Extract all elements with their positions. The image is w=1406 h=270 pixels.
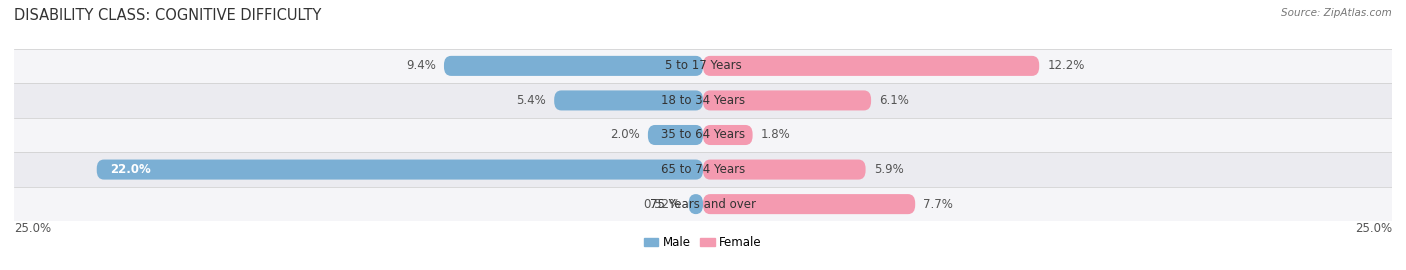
Text: 5.9%: 5.9% xyxy=(875,163,904,176)
Text: 65 to 74 Years: 65 to 74 Years xyxy=(661,163,745,176)
Text: 25.0%: 25.0% xyxy=(14,222,51,235)
Legend: Male, Female: Male, Female xyxy=(640,231,766,254)
Bar xyxy=(14,187,1392,221)
Bar xyxy=(14,83,1392,118)
Text: 35 to 64 Years: 35 to 64 Years xyxy=(661,129,745,141)
Text: 9.4%: 9.4% xyxy=(406,59,436,72)
FancyBboxPatch shape xyxy=(97,160,703,180)
FancyBboxPatch shape xyxy=(703,194,915,214)
FancyBboxPatch shape xyxy=(703,125,752,145)
FancyBboxPatch shape xyxy=(703,160,866,180)
Text: 7.7%: 7.7% xyxy=(924,198,953,211)
Text: 12.2%: 12.2% xyxy=(1047,59,1085,72)
Text: 25.0%: 25.0% xyxy=(1355,222,1392,235)
Text: Source: ZipAtlas.com: Source: ZipAtlas.com xyxy=(1281,8,1392,18)
Text: 1.8%: 1.8% xyxy=(761,129,790,141)
FancyBboxPatch shape xyxy=(444,56,703,76)
Text: DISABILITY CLASS: COGNITIVE DIFFICULTY: DISABILITY CLASS: COGNITIVE DIFFICULTY xyxy=(14,8,322,23)
Text: 0.52%: 0.52% xyxy=(644,198,681,211)
FancyBboxPatch shape xyxy=(689,194,703,214)
Text: 5 to 17 Years: 5 to 17 Years xyxy=(665,59,741,72)
Text: 2.0%: 2.0% xyxy=(610,129,640,141)
Text: 75 Years and over: 75 Years and over xyxy=(650,198,756,211)
FancyBboxPatch shape xyxy=(703,90,872,110)
Bar xyxy=(14,152,1392,187)
FancyBboxPatch shape xyxy=(703,56,1039,76)
Text: 6.1%: 6.1% xyxy=(879,94,910,107)
Text: 22.0%: 22.0% xyxy=(111,163,152,176)
Text: 5.4%: 5.4% xyxy=(516,94,546,107)
Bar xyxy=(14,118,1392,152)
FancyBboxPatch shape xyxy=(648,125,703,145)
FancyBboxPatch shape xyxy=(554,90,703,110)
Text: 18 to 34 Years: 18 to 34 Years xyxy=(661,94,745,107)
Bar xyxy=(14,49,1392,83)
